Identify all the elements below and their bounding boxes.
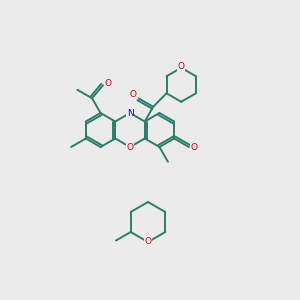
Text: N: N: [127, 109, 134, 118]
Text: O: O: [145, 238, 152, 247]
Text: O: O: [178, 62, 185, 71]
Text: O: O: [190, 142, 197, 152]
Text: O: O: [104, 79, 112, 88]
Text: O: O: [130, 90, 137, 99]
Text: O: O: [127, 142, 134, 152]
